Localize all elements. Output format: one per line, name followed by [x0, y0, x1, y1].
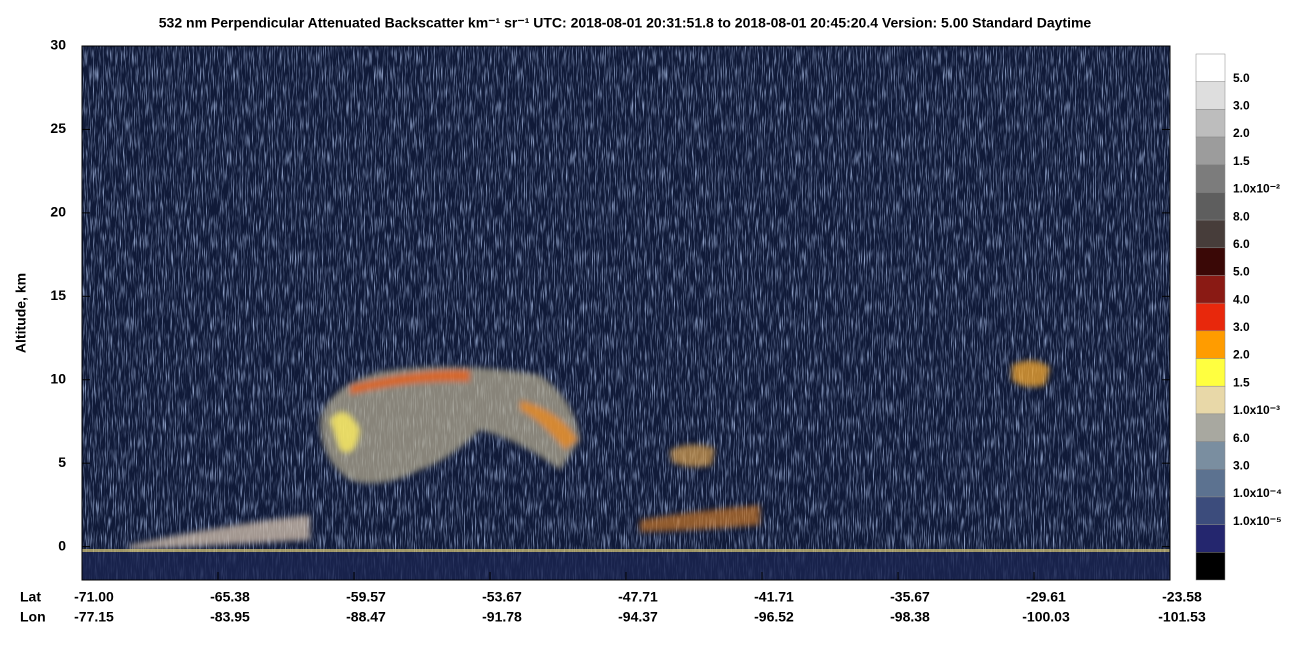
x-tick-lat: -59.57	[346, 589, 386, 605]
x-row-label: Lon	[20, 609, 46, 625]
colorbar-label: 1.0x10⁻⁴	[1233, 486, 1282, 500]
surface-return	[82, 549, 1170, 552]
x-tick-lat: -71.00	[74, 589, 114, 605]
colorbar-label: 4.0	[1233, 292, 1250, 306]
colorbar-cell	[1195, 385, 1226, 415]
colorbar-cell	[1195, 524, 1226, 553]
y-tick-label: 20	[50, 204, 66, 220]
colorbar-cell	[1195, 358, 1226, 387]
x-tick-lat: -35.67	[890, 589, 930, 605]
x-tick-lat: -23.58	[1162, 589, 1202, 605]
x-tick-lon: -88.47	[346, 609, 386, 625]
colorbar-cell	[1195, 441, 1226, 470]
colorbar-label: 6.0	[1233, 431, 1250, 445]
colorbar-cell	[1195, 53, 1226, 82]
colorbar-label: 1.0x10⁻³	[1233, 403, 1280, 417]
x-tick-lon: -98.38	[890, 609, 930, 625]
x-tick-lon: -83.95	[210, 609, 250, 625]
x-tick-lat: -29.61	[1026, 589, 1066, 605]
colorbar-cell	[1195, 109, 1226, 138]
x-tick-lon: -101.53	[1158, 609, 1206, 625]
colorbar-label: 1.0x10⁻²	[1233, 182, 1280, 196]
colorbar-label: 6.0	[1233, 237, 1250, 251]
colorbar-label: 2.0	[1233, 126, 1250, 140]
colorbar-cell	[1195, 81, 1226, 110]
colorbar-cell	[1195, 330, 1226, 359]
x-tick-lon: -77.15	[74, 609, 114, 625]
colorbar-label: 3.0	[1233, 320, 1250, 334]
plot-area	[81, 45, 1171, 581]
y-tick-label: 0	[58, 537, 66, 553]
x-row-label: Lat	[20, 589, 41, 605]
colorbar-label: 1.5	[1233, 154, 1250, 168]
curtain-noise	[82, 46, 1170, 580]
colorbar-label: 3.0	[1233, 458, 1250, 472]
x-tick-lon: -96.52	[754, 609, 794, 625]
x-tick-lon: -91.78	[482, 609, 522, 625]
colorbar-cell	[1195, 552, 1226, 581]
y-axis-label: Altitude, km	[13, 273, 29, 353]
colorbar-cell	[1195, 164, 1226, 193]
colorbar-label: 2.0	[1233, 348, 1250, 362]
colorbar-label: 3.0	[1233, 99, 1250, 113]
colorbar-cell	[1195, 302, 1226, 332]
colorbar-cell	[1195, 192, 1226, 221]
y-tick-label: 30	[50, 37, 66, 53]
colorbar-label: 1.5	[1233, 375, 1250, 389]
x-tick-lat: -65.38	[210, 589, 250, 605]
chart-title: 532 nm Perpendicular Attenuated Backscat…	[159, 15, 1092, 31]
x-tick-lat: -53.67	[482, 589, 522, 605]
x-tick-lon: -94.37	[618, 609, 658, 625]
y-tick-label: 10	[50, 370, 66, 386]
colorbar-label: 5.0	[1233, 71, 1250, 85]
cloud-features	[130, 360, 1050, 550]
colorbar-cell	[1195, 275, 1226, 304]
y-tick-label: 5	[58, 454, 66, 470]
x-tick-lat: -47.71	[618, 589, 658, 605]
colorbar-cell	[1195, 496, 1226, 525]
colorbar-cell	[1195, 413, 1226, 442]
colorbar-label: 8.0	[1233, 209, 1250, 223]
colorbar-label: 1.0x10⁻⁵	[1233, 514, 1282, 528]
colorbar: 5.0 3.0 2.0 1.5 1.0x10⁻² 8.0 6.0 5.0 4.0 3.0 2.0 1.…	[1195, 53, 1282, 581]
x-tick-lon: -100.03	[1022, 609, 1070, 625]
colorbar-cell	[1195, 219, 1226, 249]
colorbar-cell	[1195, 136, 1226, 165]
colorbar-cell	[1195, 247, 1226, 276]
x-tick-lat: -41.71	[754, 589, 794, 605]
colorbar-label: 5.0	[1233, 265, 1250, 279]
y-tick-label: 25	[50, 120, 66, 136]
y-tick-label: 15	[50, 287, 66, 303]
colorbar-cell	[1195, 469, 1226, 498]
